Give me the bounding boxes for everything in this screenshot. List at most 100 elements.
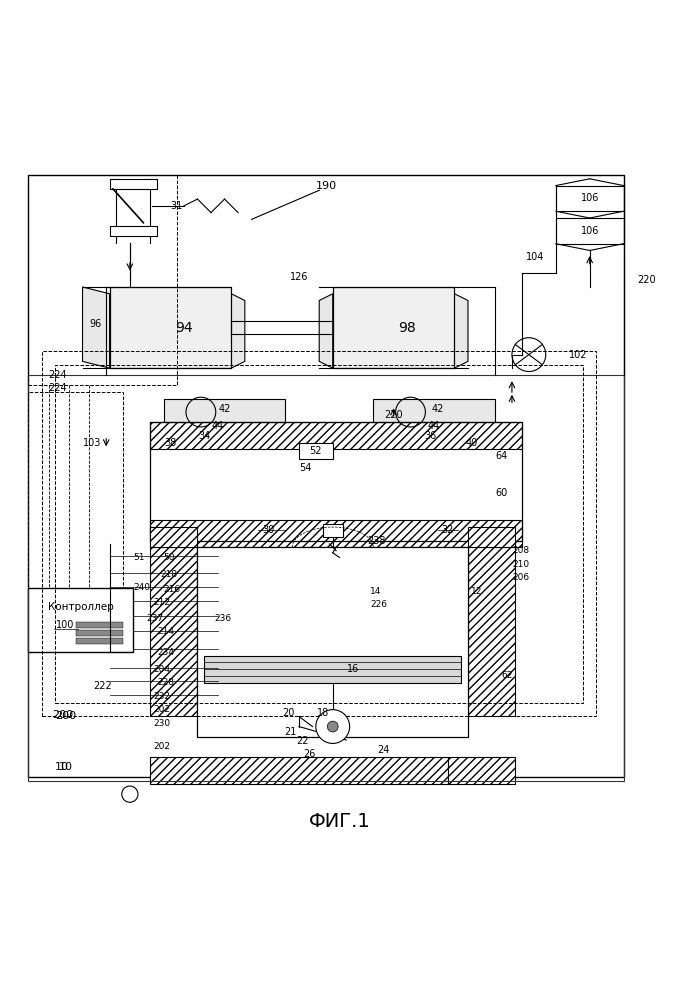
Text: 220: 220 bbox=[637, 275, 656, 285]
Text: 212: 212 bbox=[153, 598, 170, 607]
Text: 12: 12 bbox=[471, 587, 483, 596]
Text: 14: 14 bbox=[370, 587, 382, 596]
Text: 126: 126 bbox=[290, 272, 308, 282]
Text: 224: 224 bbox=[49, 370, 67, 380]
Bar bbox=[29, 175, 623, 777]
Text: 20: 20 bbox=[282, 708, 295, 718]
Text: 51: 51 bbox=[133, 553, 145, 562]
Text: 44: 44 bbox=[428, 421, 440, 431]
Text: 238: 238 bbox=[367, 536, 386, 546]
Text: 106: 106 bbox=[581, 193, 599, 203]
Text: 232: 232 bbox=[153, 692, 170, 701]
Text: 224: 224 bbox=[49, 383, 67, 393]
Bar bbox=[204, 656, 461, 683]
Text: 103: 103 bbox=[83, 438, 101, 448]
Text: 54: 54 bbox=[299, 463, 312, 473]
Bar bbox=[109, 287, 232, 368]
Text: 220: 220 bbox=[384, 410, 403, 420]
Polygon shape bbox=[319, 294, 333, 368]
Text: 26: 26 bbox=[303, 749, 315, 759]
Bar bbox=[109, 287, 232, 368]
Text: 38: 38 bbox=[164, 438, 177, 448]
Bar bbox=[447, 757, 515, 784]
Bar bbox=[150, 520, 522, 547]
Text: 16: 16 bbox=[347, 664, 359, 674]
Bar bbox=[150, 422, 522, 541]
Bar bbox=[198, 547, 468, 737]
Text: 210: 210 bbox=[512, 560, 529, 569]
Bar bbox=[29, 375, 623, 781]
Text: 42: 42 bbox=[219, 404, 231, 414]
Text: 44: 44 bbox=[212, 421, 224, 431]
Bar bbox=[150, 527, 198, 547]
Text: 10: 10 bbox=[58, 762, 73, 772]
Text: 100: 100 bbox=[56, 620, 75, 630]
Text: 204: 204 bbox=[153, 665, 170, 674]
Bar bbox=[333, 287, 454, 368]
Text: 96: 96 bbox=[90, 319, 102, 329]
Bar bbox=[56, 365, 583, 703]
Text: 18: 18 bbox=[316, 708, 329, 718]
Polygon shape bbox=[454, 294, 468, 368]
Text: 24: 24 bbox=[378, 745, 390, 755]
Bar bbox=[333, 287, 454, 368]
Text: 34: 34 bbox=[198, 431, 210, 441]
Text: 42: 42 bbox=[431, 404, 444, 414]
Bar bbox=[373, 399, 495, 422]
Text: 218: 218 bbox=[160, 570, 177, 579]
Text: 64: 64 bbox=[496, 451, 508, 461]
Text: 50: 50 bbox=[164, 553, 175, 562]
Bar bbox=[323, 524, 343, 537]
Text: Контроллер: Контроллер bbox=[48, 602, 114, 612]
Text: 21: 21 bbox=[284, 727, 296, 737]
Text: 52: 52 bbox=[310, 446, 322, 456]
Bar bbox=[29, 175, 177, 385]
Bar bbox=[468, 527, 515, 547]
Text: 104: 104 bbox=[526, 252, 545, 262]
Bar bbox=[164, 399, 285, 422]
Text: 222: 222 bbox=[94, 681, 112, 691]
Text: 60: 60 bbox=[496, 488, 508, 498]
Bar bbox=[556, 218, 623, 244]
Text: 102: 102 bbox=[570, 350, 588, 360]
Text: 10: 10 bbox=[55, 762, 69, 772]
Text: 31: 31 bbox=[170, 201, 183, 211]
Text: 98: 98 bbox=[399, 321, 416, 335]
Bar bbox=[109, 179, 157, 189]
Bar bbox=[109, 226, 157, 236]
Text: 236: 236 bbox=[215, 614, 232, 623]
Bar bbox=[150, 757, 447, 784]
Text: 237: 237 bbox=[147, 614, 164, 623]
Circle shape bbox=[327, 721, 338, 732]
Text: 94: 94 bbox=[175, 321, 193, 335]
Text: 214: 214 bbox=[157, 627, 174, 636]
Text: 62: 62 bbox=[502, 671, 513, 680]
Bar bbox=[29, 588, 133, 652]
Text: 202: 202 bbox=[153, 742, 170, 751]
Bar bbox=[556, 186, 623, 211]
Text: 190: 190 bbox=[316, 181, 337, 191]
Polygon shape bbox=[83, 287, 109, 368]
Polygon shape bbox=[232, 294, 245, 368]
Bar bbox=[29, 392, 123, 588]
Text: 40: 40 bbox=[465, 438, 477, 448]
Bar bbox=[76, 638, 123, 644]
Text: 200: 200 bbox=[52, 710, 73, 720]
Text: 240: 240 bbox=[133, 583, 150, 592]
Text: 36: 36 bbox=[424, 431, 437, 441]
Text: 202: 202 bbox=[153, 705, 170, 714]
Bar bbox=[76, 630, 123, 636]
Text: 32: 32 bbox=[441, 525, 454, 535]
Bar bbox=[150, 422, 522, 449]
Bar bbox=[299, 443, 333, 459]
Bar bbox=[76, 622, 123, 628]
Text: 230: 230 bbox=[153, 719, 170, 728]
Text: 106: 106 bbox=[581, 226, 599, 236]
Text: 206: 206 bbox=[512, 573, 529, 582]
Bar bbox=[150, 547, 198, 716]
Text: 234: 234 bbox=[157, 648, 174, 657]
Circle shape bbox=[316, 710, 350, 743]
Text: 216: 216 bbox=[164, 585, 181, 594]
Text: 22: 22 bbox=[296, 736, 308, 746]
Text: 30: 30 bbox=[262, 525, 274, 535]
